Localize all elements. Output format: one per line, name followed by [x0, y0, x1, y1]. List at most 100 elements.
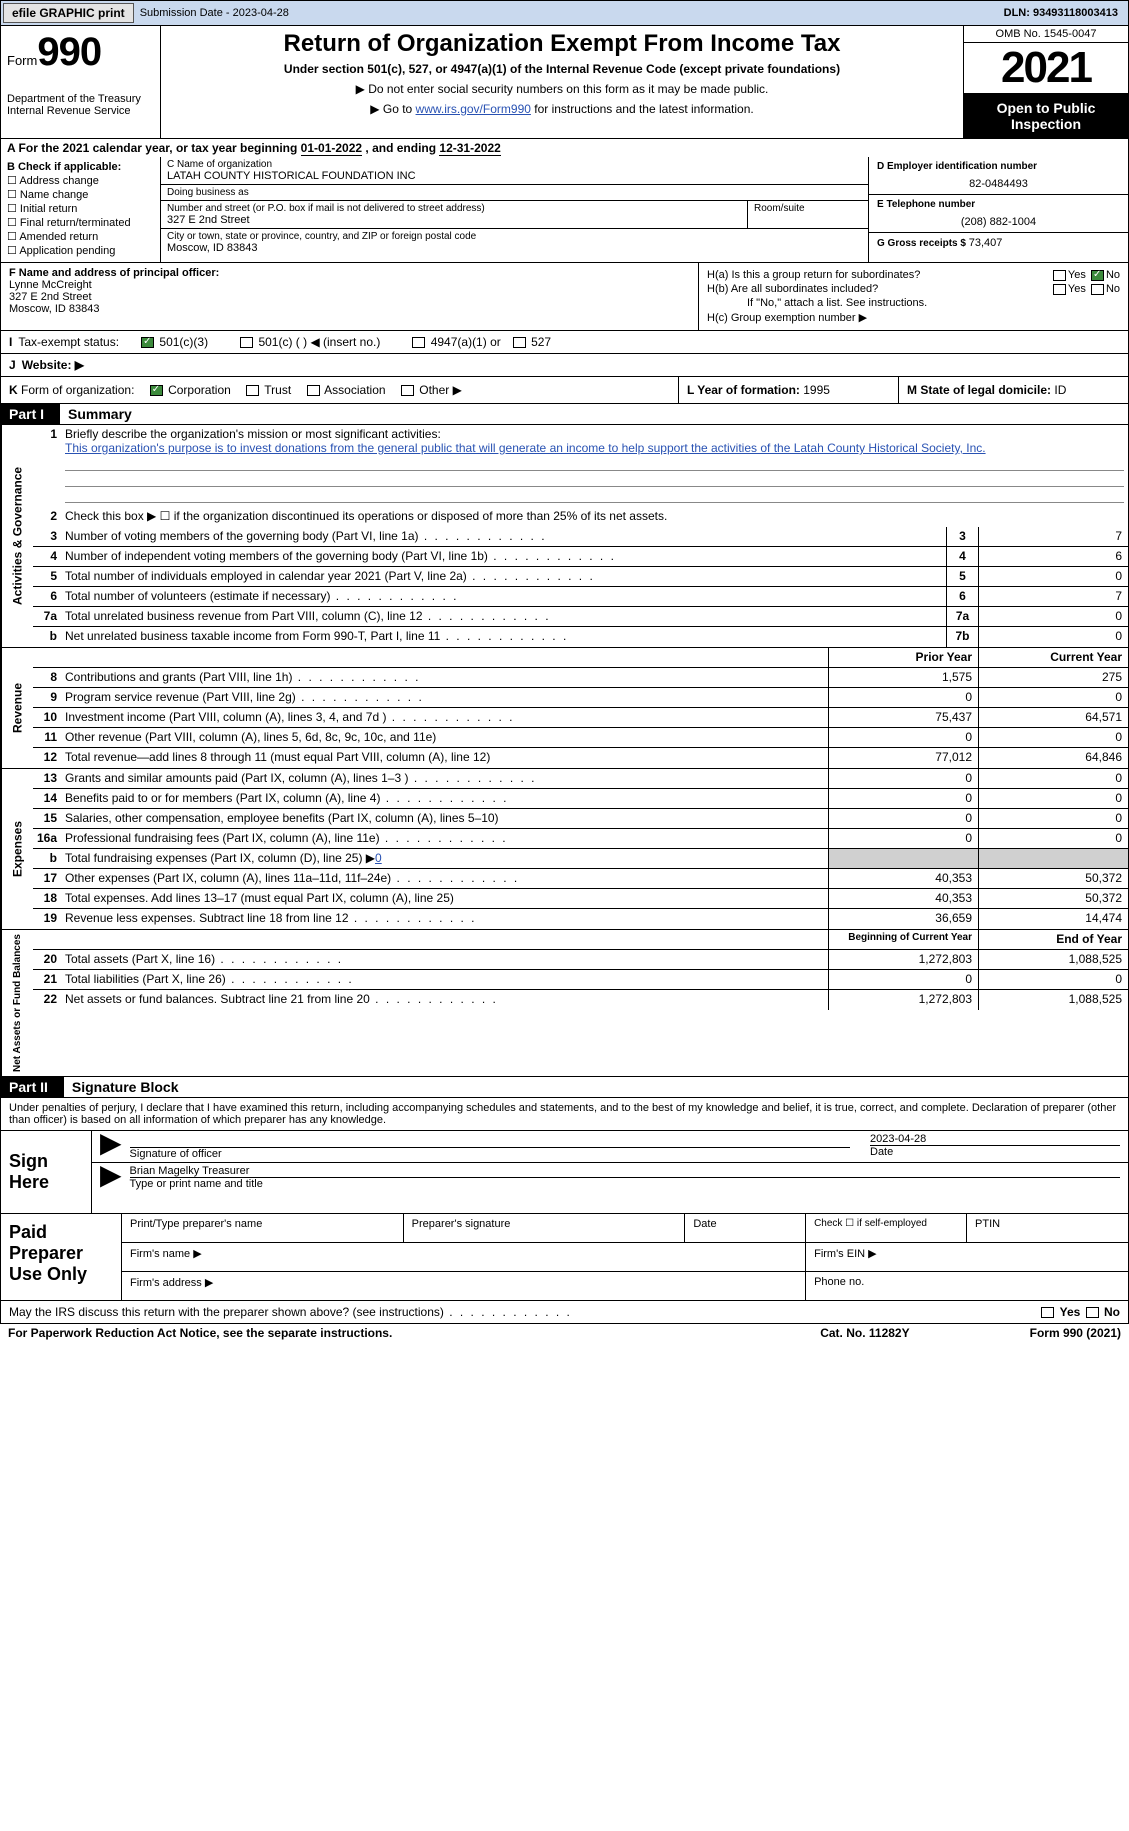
city-cell: City or town, state or province, country…	[161, 229, 868, 256]
line-5: Total number of individuals employed in …	[61, 567, 946, 586]
p9: 0	[828, 688, 978, 707]
note-link: ▶ Go to www.irs.gov/Form990 for instruct…	[171, 102, 953, 116]
summary-expenses: Expenses 13Grants and similar amounts pa…	[0, 769, 1129, 930]
line-13: Grants and similar amounts paid (Part IX…	[61, 769, 828, 788]
line-12: Total revenue—add lines 8 through 11 (mu…	[61, 748, 828, 768]
mission-text[interactable]: This organization's purpose is to invest…	[65, 441, 986, 455]
chk-amended[interactable]: Amended return	[7, 230, 154, 243]
gross-value: 73,407	[969, 237, 1003, 249]
officer-addr1: 327 E 2nd Street	[9, 291, 690, 303]
website-label: Website: ▶	[22, 358, 84, 372]
footer-right: Form 990 (2021)	[1030, 1326, 1121, 1340]
hb-yes[interactable]	[1053, 284, 1066, 295]
c21: 0	[978, 970, 1128, 989]
vtab-revenue: Revenue	[1, 648, 33, 768]
part-i-header: Part I Summary	[0, 404, 1129, 425]
row-k: K Form of organization: Corporation Trus…	[1, 377, 678, 403]
chk-name-change[interactable]: Name change	[7, 188, 154, 201]
line-20: Total assets (Part X, line 16)	[61, 950, 828, 969]
chk-final-return[interactable]: Final return/terminated	[7, 216, 154, 229]
chk-501c[interactable]	[240, 337, 253, 348]
line-19: Revenue less expenses. Subtract line 18 …	[61, 909, 828, 929]
line-15: Salaries, other compensation, employee b…	[61, 809, 828, 828]
c14: 0	[978, 789, 1128, 808]
room-cell: Room/suite	[748, 201, 868, 228]
chk-initial-return[interactable]: Initial return	[7, 202, 154, 215]
note-ssn: ▶ Do not enter social security numbers o…	[171, 82, 953, 96]
c12: 64,846	[978, 748, 1128, 768]
line-9: Program service revenue (Part VIII, line…	[61, 688, 828, 707]
chk-other[interactable]	[401, 385, 414, 396]
form-header: Form990 Department of the Treasury Inter…	[0, 26, 1129, 139]
chk-app-pending[interactable]: Application pending	[7, 244, 154, 257]
paid-preparer: Paid Preparer Use Only Print/Type prepar…	[0, 1214, 1129, 1301]
curr-year-hdr: Current Year	[978, 648, 1128, 667]
chk-527[interactable]	[513, 337, 526, 348]
arrow-icon: ▶	[100, 1165, 122, 1190]
c20: 1,088,525	[978, 950, 1128, 969]
fundraising-link[interactable]: 0	[375, 851, 382, 865]
line-7b: Net unrelated business taxable income fr…	[61, 627, 946, 647]
p11: 0	[828, 728, 978, 747]
p14: 0	[828, 789, 978, 808]
p16a: 0	[828, 829, 978, 848]
firm-addr: Firm's address ▶	[122, 1272, 806, 1300]
street-label: Number and street (or P.O. box if mail i…	[167, 203, 741, 214]
row-j: J Website: ▶	[0, 354, 1129, 377]
block-bcdeg: B Check if applicable: Address change Na…	[0, 157, 1129, 263]
p21: 0	[828, 970, 978, 989]
part-ii-label: Part II	[1, 1077, 64, 1097]
val-6: 7	[978, 587, 1128, 606]
col-b-label: B Check if applicable:	[7, 161, 154, 173]
footer-left: For Paperwork Reduction Act Notice, see …	[8, 1326, 820, 1340]
p18: 40,353	[828, 889, 978, 908]
irs-link[interactable]: www.irs.gov/Form990	[416, 102, 531, 116]
c13: 0	[978, 769, 1128, 788]
irs-discuss-row: May the IRS discuss this return with the…	[0, 1301, 1129, 1324]
gross-label: G Gross receipts $	[877, 238, 969, 249]
phone-value: (208) 882-1004	[877, 216, 1120, 228]
gross-cell: G Gross receipts $ 73,407	[869, 233, 1128, 253]
part-i-label: Part I	[1, 404, 60, 424]
h-c: H(c) Group exemption number ▶	[707, 311, 1120, 324]
part-i-title: Summary	[60, 404, 140, 424]
officer-addr2: Moscow, ID 83843	[9, 303, 690, 315]
chk-trust[interactable]	[246, 385, 259, 396]
efile-print-button[interactable]: efile GRAPHIC print	[3, 3, 134, 23]
h-a: H(a) Is this a group return for subordin…	[707, 269, 1120, 281]
omb-number: OMB No. 1545-0047	[964, 26, 1128, 43]
h-b: H(b) Are all subordinates included? Yes …	[707, 283, 1120, 295]
irs-yes[interactable]	[1041, 1307, 1054, 1318]
chk-assoc[interactable]	[307, 385, 320, 396]
c16b	[978, 849, 1128, 868]
phone-cell: E Telephone number (208) 882-1004	[869, 195, 1128, 233]
line-17: Other expenses (Part IX, column (A), lin…	[61, 869, 828, 888]
chk-address-change[interactable]: Address change	[7, 174, 154, 187]
chk-4947[interactable]	[412, 337, 425, 348]
phone-label: E Telephone number	[877, 199, 1120, 210]
val-5: 0	[978, 567, 1128, 586]
ha-yes[interactable]	[1053, 270, 1066, 281]
prep-sig-hdr: Preparer's signature	[404, 1214, 686, 1242]
chk-501c3[interactable]	[141, 337, 154, 348]
row-m: M State of legal domicile: ID	[898, 377, 1128, 403]
header-left: Form990 Department of the Treasury Inter…	[1, 26, 161, 138]
ein-label: D Employer identification number	[877, 161, 1120, 172]
firm-ein: Firm's EIN ▶	[806, 1243, 1128, 1271]
chk-corp[interactable]	[150, 385, 163, 396]
form-number: Form990	[7, 30, 154, 75]
part-ii-header: Part II Signature Block	[0, 1077, 1129, 1098]
ha-no[interactable]	[1091, 270, 1104, 281]
line-1: Briefly describe the organization's miss…	[61, 425, 1128, 507]
arrow-icon: ▶	[100, 1133, 122, 1160]
city-label: City or town, state or province, country…	[167, 231, 862, 242]
irs-no[interactable]	[1086, 1307, 1099, 1318]
top-bar: efile GRAPHIC print Submission Date - 20…	[0, 0, 1129, 26]
city-value: Moscow, ID 83843	[167, 242, 862, 254]
row-l: L Year of formation: 1995	[678, 377, 898, 403]
footer-mid: Cat. No. 11282Y	[820, 1326, 909, 1340]
line-a: A For the 2021 calendar year, or tax yea…	[0, 139, 1129, 157]
hb-no[interactable]	[1091, 284, 1104, 295]
boy-hdr: Beginning of Current Year	[828, 930, 978, 949]
prior-year-hdr: Prior Year	[828, 648, 978, 667]
